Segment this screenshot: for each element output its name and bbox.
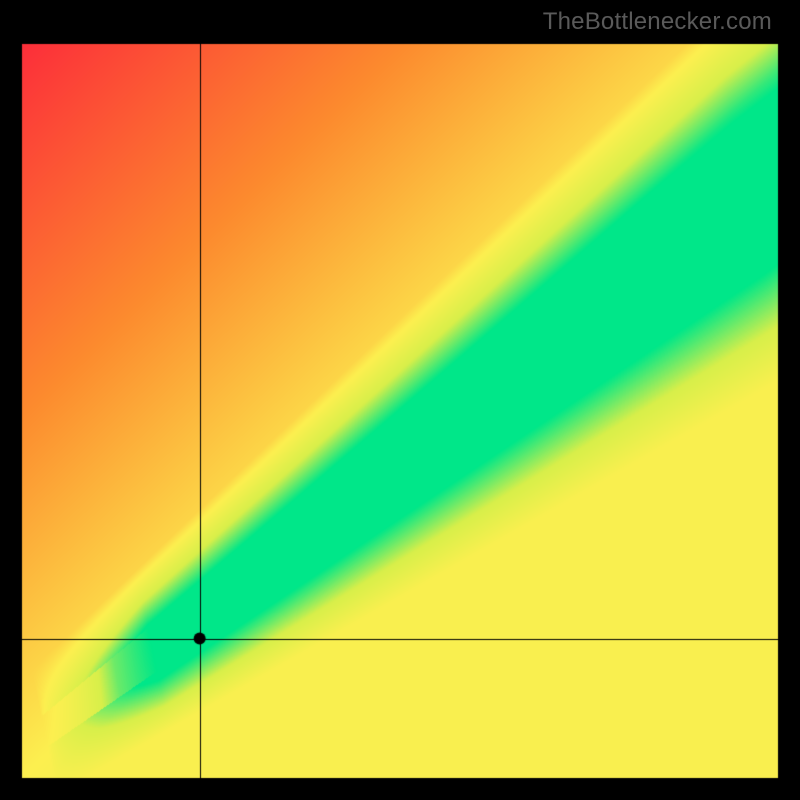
watermark: TheBottlenecker.com	[543, 8, 772, 36]
bottleneck-heatmap	[0, 0, 800, 800]
